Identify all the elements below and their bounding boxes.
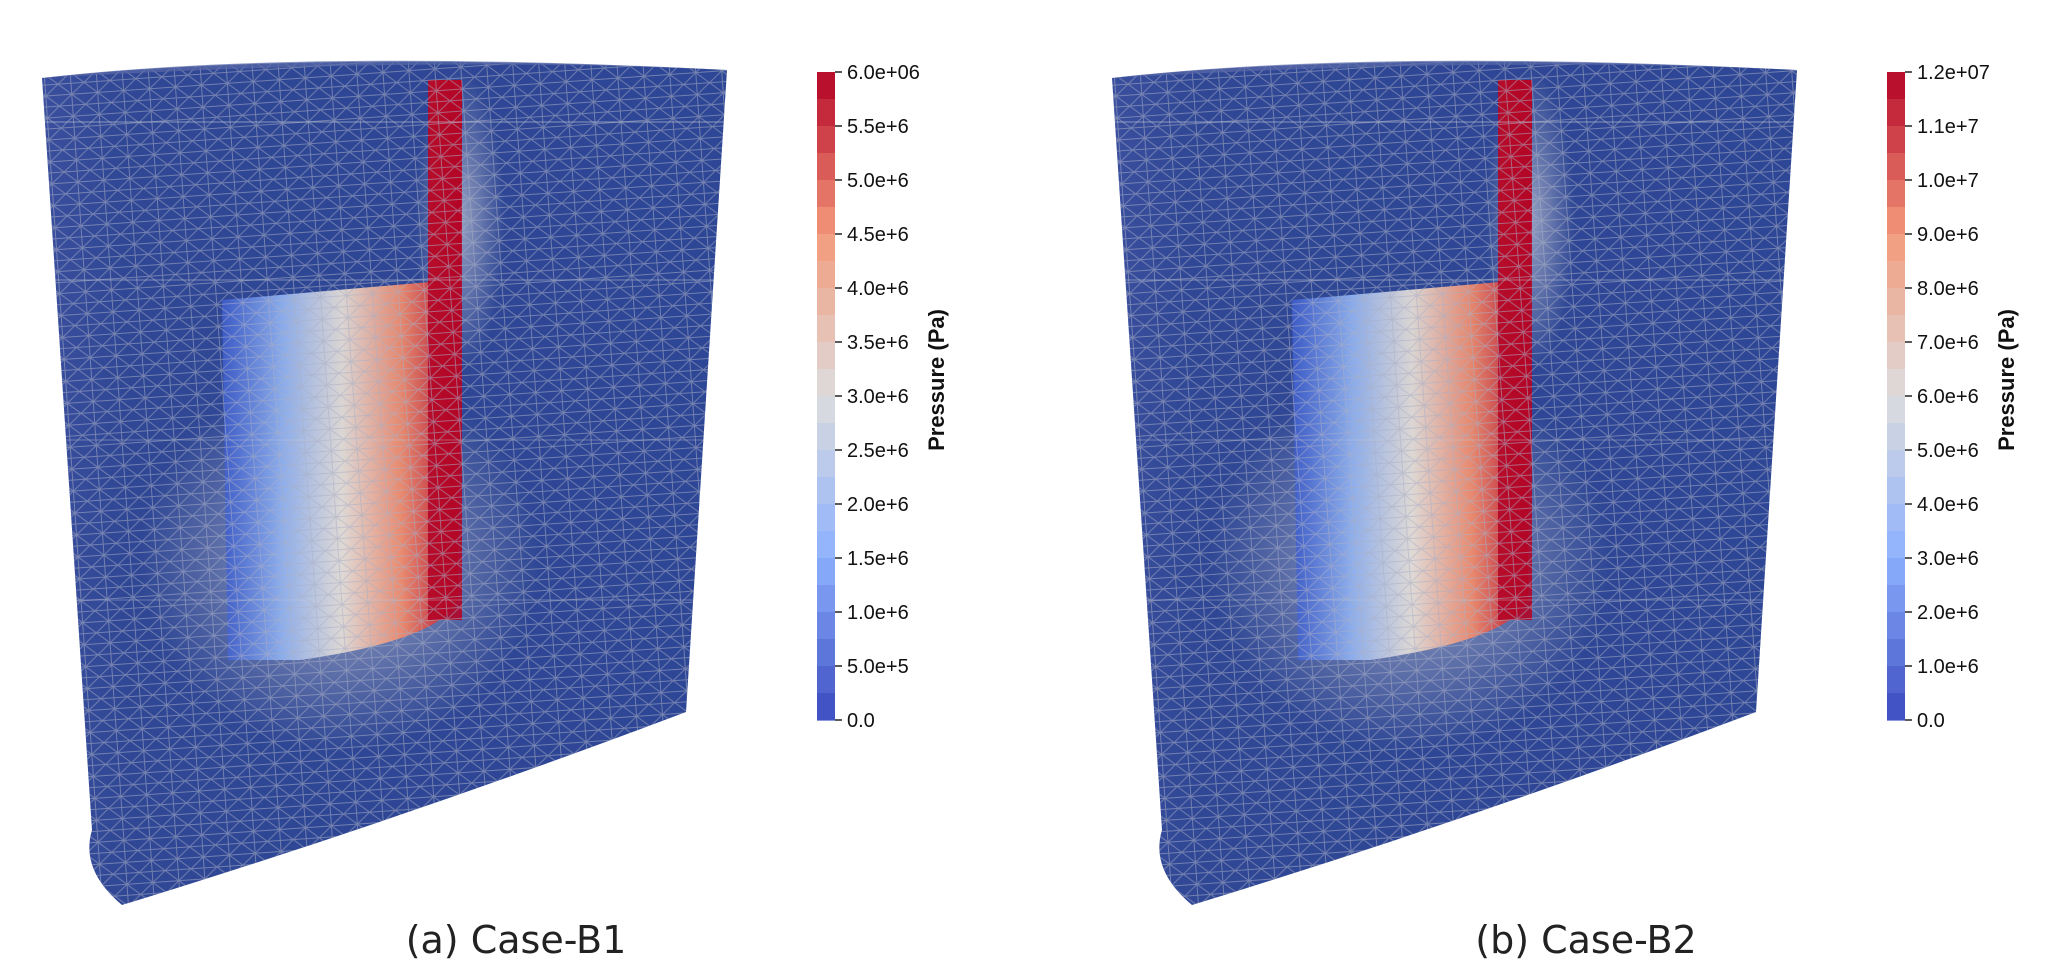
colorbar-band	[817, 72, 835, 100]
colorbar-band	[1887, 234, 1905, 262]
colorbar-band	[817, 477, 835, 505]
colorbar-band	[1887, 126, 1905, 154]
colorbar-band	[817, 315, 835, 343]
colorbar-tick-label: 5.0e+6	[847, 170, 909, 192]
panel-case-b2: 1.2e+07 1.1e+7 1.0e+7 9.0e+6 8.0e+6 7.0e+6 6.0…	[1070, 0, 2047, 980]
colorbar-tick-label: 4.0e+6	[847, 278, 909, 300]
colorbar-tick-label: 2.0e+6	[1917, 602, 1979, 624]
caption: (a) Case-B1	[405, 918, 627, 962]
colorbar-band	[1887, 612, 1905, 640]
colorbar-tick-label: 8.0e+6	[1917, 278, 1979, 300]
colorbar-band	[817, 99, 835, 127]
colorbar-band	[1887, 558, 1905, 586]
colorbar-band	[1887, 288, 1905, 316]
colorbar-band	[817, 531, 835, 559]
colorbar-band	[817, 342, 835, 370]
colorbar-band	[1887, 315, 1905, 343]
colorbar-ticks: 1.2e+07 1.1e+7 1.0e+7 9.0e+6 8.0e+6 7.0e+6 6.0…	[1905, 62, 1990, 732]
colorbar-band	[1887, 72, 1905, 100]
colorbar-band	[817, 369, 835, 397]
colorbar-band	[1887, 261, 1905, 289]
colorbar-tick-label: 1.2e+07	[1917, 62, 1990, 84]
colorbar-tick-label: 1.0e+7	[1917, 170, 1979, 192]
colorbar-bands	[1887, 72, 1905, 721]
colorbar-tick-label: 1.5e+6	[847, 548, 909, 570]
colorbar-tick-label: 9.0e+6	[1917, 224, 1979, 246]
colorbar-band	[817, 126, 835, 154]
colorbar-band	[1887, 342, 1905, 370]
colorbar-band	[1887, 450, 1905, 478]
colorbar-band	[817, 180, 835, 208]
colorbar-band	[1887, 153, 1905, 181]
colorbar-band	[817, 288, 835, 316]
colorbar-tick-label: 5.0e+5	[847, 656, 909, 678]
colorbar-band	[1887, 504, 1905, 532]
colorbar-tick-label: 6.0e+06	[847, 62, 920, 84]
colorbar-band	[1887, 477, 1905, 505]
colorbar-band	[817, 585, 835, 613]
pressure-field-view-a: 6.0e+06 5.5e+6 5.0e+6 4.5e+6 4.0e+6 3.5e+6 3.0…	[42, 60, 949, 905]
colorbar-band	[817, 207, 835, 235]
colorbar-band	[1887, 531, 1905, 559]
colorbar-tick-label: 2.5e+6	[847, 440, 909, 462]
colorbar-band	[817, 234, 835, 262]
pressure-field-view-b: 1.2e+07 1.1e+7 1.0e+7 9.0e+6 8.0e+6 7.0e+6 6.0…	[1112, 60, 2019, 905]
colorbar-tick-label: 3.0e+6	[847, 386, 909, 408]
colorbar-band	[817, 612, 835, 640]
colorbar-tick-label: 6.0e+6	[1917, 386, 1979, 408]
colorbar-bands	[817, 72, 835, 721]
colorbar-band	[1887, 585, 1905, 613]
colorbar-band	[817, 666, 835, 694]
colorbar-band	[1887, 423, 1905, 451]
colorbar-tick-label: 5.5e+6	[847, 116, 909, 138]
colorbar-tick-label: 1.0e+6	[847, 602, 909, 624]
colorbar-band	[1887, 666, 1905, 694]
colorbar-tick-label: 1.1e+7	[1917, 116, 1979, 138]
colorbar-tick-label: 3.0e+6	[1917, 548, 1979, 570]
colorbar-band	[817, 693, 835, 721]
colorbar-band	[817, 639, 835, 667]
colorbar-tick-label: 2.0e+6	[847, 494, 909, 516]
colorbar-tick-label: 7.0e+6	[1917, 332, 1979, 354]
colorbar-tick-label: 3.5e+6	[847, 332, 909, 354]
colorbar-band	[817, 558, 835, 586]
colorbar-band	[1887, 639, 1905, 667]
colorbar-tick-label: 0.0	[1917, 710, 1945, 732]
colorbar-tick-label: 1.0e+6	[1917, 656, 1979, 678]
colorbar-ticks: 6.0e+06 5.5e+6 5.0e+6 4.5e+6 4.0e+6 3.5e+6 3.0…	[835, 62, 920, 732]
colorbar-tick-label: 5.0e+6	[1917, 440, 1979, 462]
colorbar: 1.2e+07 1.1e+7 1.0e+7 9.0e+6 8.0e+6 7.0e+6 6.0…	[1887, 62, 2019, 732]
colorbar-tick-label: 0.0	[847, 710, 875, 732]
colorbar-title: Pressure (Pa)	[1994, 309, 2019, 451]
colorbar-tick-label: 4.5e+6	[847, 224, 909, 246]
colorbar-band	[1887, 369, 1905, 397]
colorbar-band	[817, 504, 835, 532]
colorbar-band	[817, 261, 835, 289]
colorbar-band	[1887, 180, 1905, 208]
colorbar-band	[1887, 207, 1905, 235]
colorbar-band	[817, 396, 835, 424]
colorbar-band	[817, 450, 835, 478]
colorbar-band	[1887, 693, 1905, 721]
colorbar-band	[1887, 396, 1905, 424]
mesh-body	[42, 60, 727, 905]
colorbar-title: Pressure (Pa)	[924, 309, 949, 451]
colorbar-band	[1887, 99, 1905, 127]
colorbar-band	[817, 153, 835, 181]
caption: (b) Case-B2	[1475, 918, 1697, 962]
panel-case-b1: 6.0e+06 5.5e+6 5.0e+6 4.5e+6 4.0e+6 3.5e+6 3.0…	[0, 0, 1023, 980]
colorbar-band	[817, 423, 835, 451]
colorbar-tick-label: 4.0e+6	[1917, 494, 1979, 516]
colorbar: 6.0e+06 5.5e+6 5.0e+6 4.5e+6 4.0e+6 3.5e+6 3.0…	[817, 62, 949, 732]
